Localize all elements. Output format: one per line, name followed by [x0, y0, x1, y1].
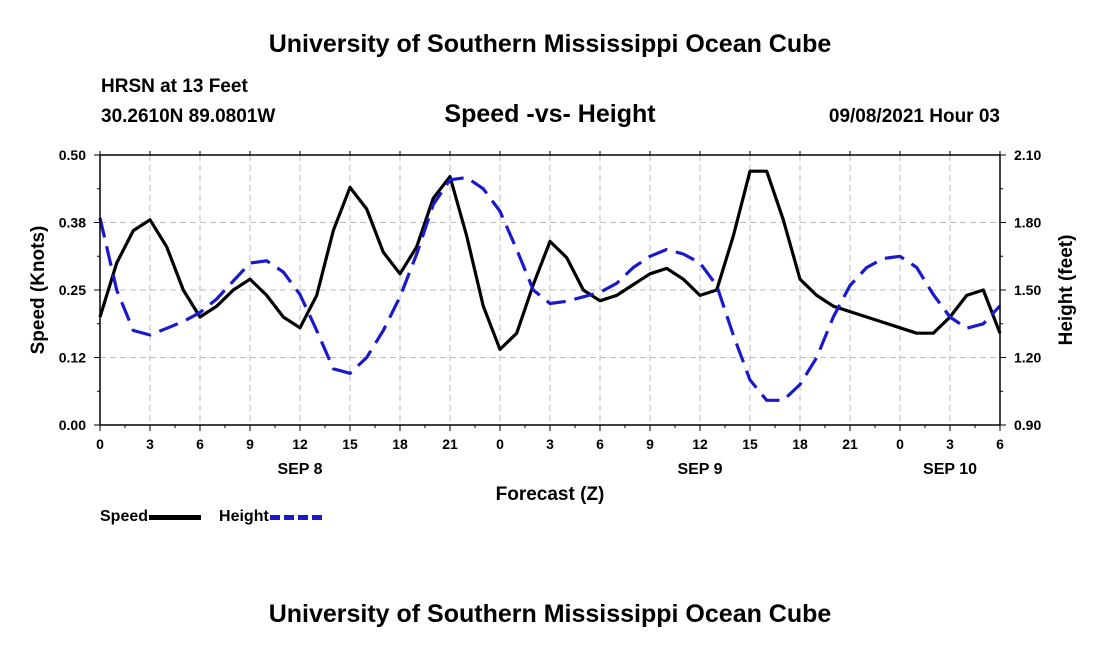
x-tick-label: 12: [292, 436, 308, 452]
x-tick-label: 9: [246, 436, 254, 452]
y-left-tick-label: 0.50: [59, 147, 86, 163]
day-label: SEP 8: [277, 461, 322, 478]
x-tick-label: 3: [146, 436, 154, 452]
x-tick-label: 18: [792, 436, 808, 452]
x-tick-label: 9: [646, 436, 654, 452]
day-label: SEP 10: [923, 461, 977, 478]
x-tick-label: 21: [842, 436, 858, 452]
legend-speed-label: Speed: [100, 508, 149, 525]
page-title: University of Southern Mississippi Ocean…: [268, 30, 832, 58]
legend-item-height: Height: [219, 508, 322, 526]
x-tick-label: 0: [96, 436, 104, 452]
legend-height-swatch: [269, 514, 322, 520]
y-right-tick-label: 1.20: [1014, 350, 1041, 366]
x-tick-label: 3: [946, 436, 954, 452]
legend-item-speed: Speed: [100, 508, 202, 526]
forecast-datetime: 09/08/2021 Hour 03: [828, 106, 1000, 127]
legend-height-label: Height: [219, 508, 269, 525]
x-tick-label: 0: [896, 436, 904, 452]
station-label: HRSN at 13 Feet: [101, 76, 248, 97]
x-tick-label: 6: [196, 436, 204, 452]
y-left-tick-label: 0.25: [59, 282, 86, 298]
x-tick-label: 6: [596, 436, 604, 452]
y-left-tick-label: 0.00: [59, 417, 86, 433]
legend: Speed Height: [100, 508, 340, 526]
x-tick-label: 21: [442, 436, 458, 452]
y-right-tick-label: 1.50: [1014, 282, 1041, 298]
y-left-tick-label: 0.38: [59, 215, 86, 231]
y-left-tick-label: 0.12: [59, 350, 86, 366]
x-tick-label: 18: [392, 436, 408, 452]
y-right-tick-label: 2.10: [1014, 147, 1041, 163]
day-label: SEP 9: [677, 461, 722, 478]
footer-title: University of Southern Mississippi Ocean…: [268, 600, 832, 628]
x-tick-label: 15: [742, 436, 758, 452]
y-left-axis-title: Speed (Knots): [28, 226, 49, 355]
x-tick-label: 15: [342, 436, 358, 452]
y-right-tick-label: 1.80: [1014, 215, 1041, 231]
legend-speed-swatch: [149, 514, 202, 520]
x-axis-title: Forecast (Z): [496, 484, 605, 505]
x-tick-label: 3: [546, 436, 554, 452]
y-right-axis-title: Height (feet): [1056, 235, 1077, 346]
speed-series-line: [98, 169, 1002, 351]
station-coordinates: 30.2610N 89.0801W: [101, 106, 276, 127]
x-tick-label: 12: [692, 436, 708, 452]
height-series-line: [98, 175, 1002, 402]
y-right-tick-label: 0.90: [1014, 417, 1041, 433]
chart-subtitle: Speed -vs- Height: [444, 100, 656, 128]
x-tick-label: 6: [996, 436, 1004, 452]
x-tick-label: 0: [496, 436, 504, 452]
